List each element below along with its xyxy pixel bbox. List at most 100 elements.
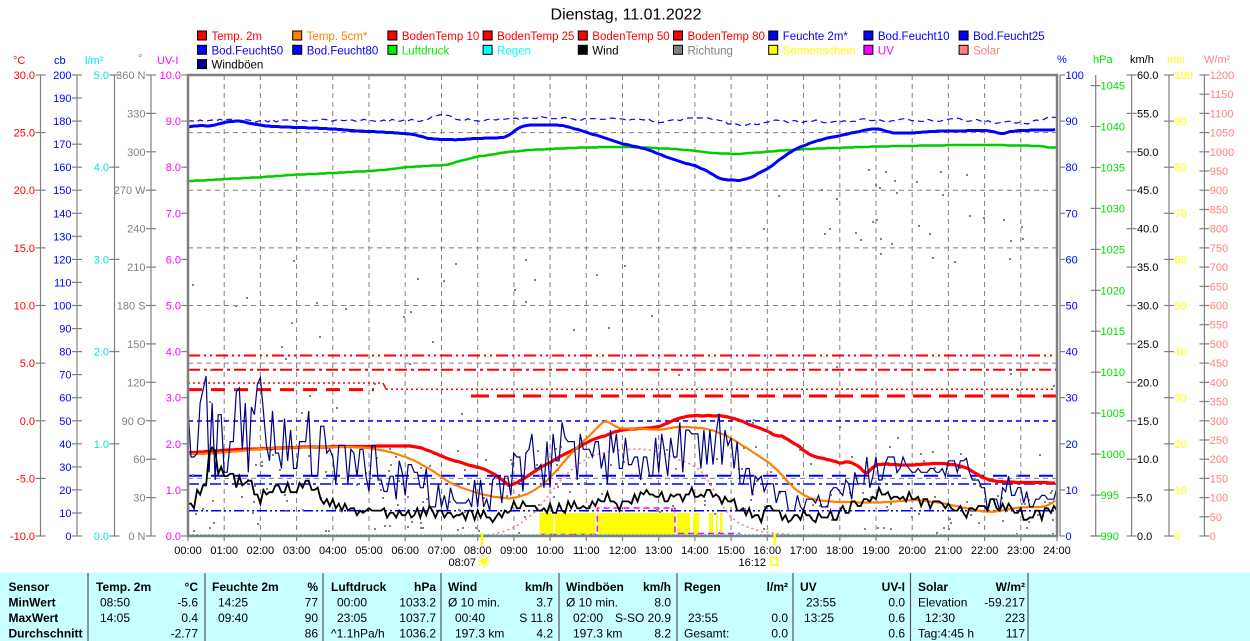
svg-text:223: 223 [1005,611,1025,625]
svg-text:950: 950 [1210,166,1228,178]
svg-text:77: 77 [305,596,319,610]
svg-text:Regen: Regen [497,45,531,57]
svg-text:0: 0 [1175,531,1181,543]
svg-text:70: 70 [1175,208,1187,220]
svg-text:800: 800 [1210,224,1228,236]
svg-text:1037.7: 1037.7 [399,611,436,625]
svg-text:4.0: 4.0 [166,347,181,359]
svg-text:°C: °C [13,55,25,67]
svg-text:10.0: 10.0 [1137,454,1158,466]
svg-text:Windböen: Windböen [212,60,264,72]
svg-text:1000: 1000 [1101,449,1125,461]
svg-text:08:50: 08:50 [100,596,130,610]
svg-text:Feuchte 2m: Feuchte 2m [212,580,279,594]
svg-text:35.0: 35.0 [1137,262,1158,274]
svg-text:650: 650 [1210,281,1228,293]
svg-text:1100: 1100 [1210,108,1234,120]
svg-text:50.0: 50.0 [1137,147,1158,159]
svg-text:330: 330 [127,108,145,120]
svg-text:MinWert: MinWert [9,596,56,610]
svg-text:900: 900 [1210,185,1228,197]
svg-text:20: 20 [1175,439,1187,451]
svg-text:1200: 1200 [1210,70,1234,82]
svg-text:UV-I: UV-I [157,55,178,67]
svg-text:9.0: 9.0 [166,116,181,128]
svg-text:Bod.Feucht50: Bod.Feucht50 [212,45,284,57]
svg-text:06:00: 06:00 [391,545,419,557]
svg-text:14:00: 14:00 [681,545,709,557]
svg-text:Bod.Feucht25: Bod.Feucht25 [973,31,1045,43]
svg-text:10: 10 [1175,485,1187,497]
svg-text:500: 500 [1210,339,1228,351]
svg-text:18:00: 18:00 [826,545,854,557]
svg-text:250: 250 [1210,435,1228,447]
svg-text:150: 150 [53,185,71,197]
svg-text:Ø 10 min.: Ø 10 min. [448,596,500,610]
svg-text:1.0: 1.0 [166,485,181,497]
svg-text:UV: UV [800,580,817,594]
svg-text:180: 180 [53,116,71,128]
svg-text:10: 10 [1066,485,1078,497]
svg-text:km/h: km/h [643,580,671,594]
svg-text:Tag:4:45 h: Tag:4:45 h [918,626,974,640]
svg-text:200: 200 [1210,454,1228,466]
svg-text:60: 60 [1066,254,1078,266]
svg-text:08:00: 08:00 [464,545,492,557]
svg-text:Bod.Feucht10: Bod.Feucht10 [878,31,950,43]
svg-text:Feuchte 2m*: Feuchte 2m* [783,31,849,43]
svg-text:12:00: 12:00 [609,545,637,557]
svg-text:-5.0: -5.0 [16,473,35,485]
svg-text:1150: 1150 [1210,89,1234,101]
svg-text:60: 60 [133,454,145,466]
svg-text:16:00: 16:00 [754,545,782,557]
svg-text:60: 60 [1175,254,1187,266]
svg-text:15.0: 15.0 [14,243,35,255]
svg-text:W/m²: W/m² [1204,54,1231,66]
svg-text:09:00: 09:00 [500,545,528,557]
svg-text:5.0: 5.0 [20,358,35,370]
svg-text:100: 100 [1210,493,1228,505]
svg-text:190: 190 [53,93,71,105]
svg-text:160: 160 [53,162,71,174]
svg-text:120: 120 [53,254,71,266]
svg-text:1036.2: 1036.2 [399,626,436,640]
svg-text:70: 70 [59,370,71,382]
svg-text:Gesamt:: Gesamt: [684,626,729,640]
svg-text:km/h: km/h [1130,54,1154,66]
svg-text:S 11.8: S 11.8 [519,611,553,625]
svg-text:Temp. 2m: Temp. 2m [96,580,151,594]
svg-text:W/m²: W/m² [996,580,1025,594]
svg-text:1035: 1035 [1101,163,1125,175]
svg-text:1.0: 1.0 [94,439,109,451]
svg-text:%: % [1057,54,1067,66]
svg-text:Luftdruck: Luftdruck [331,580,387,594]
svg-text:14:25: 14:25 [218,596,248,610]
svg-text:0.0: 0.0 [166,531,181,543]
svg-text:23:05: 23:05 [337,611,367,625]
svg-text:700: 700 [1210,262,1228,274]
svg-text:80: 80 [1066,162,1078,174]
svg-text:0.0: 0.0 [20,416,35,428]
svg-text:07:00: 07:00 [428,545,456,557]
svg-text:MaxWert: MaxWert [9,611,59,625]
svg-text:4.0: 4.0 [94,162,109,174]
svg-text:0: 0 [1210,531,1216,543]
svg-text:140: 140 [53,208,71,220]
svg-text:210: 210 [127,262,145,274]
svg-text:30: 30 [1175,393,1187,405]
svg-text:0.0: 0.0 [1137,531,1152,543]
svg-text:1000: 1000 [1210,147,1234,159]
svg-text:990: 990 [1101,531,1119,543]
svg-text:2.0: 2.0 [166,439,181,451]
svg-text:200: 200 [53,70,71,82]
svg-text:Sonnenschein: Sonnenschein [783,45,856,57]
svg-text:90: 90 [59,324,71,336]
svg-text:10:00: 10:00 [536,545,564,557]
svg-text:15:00: 15:00 [717,545,745,557]
svg-text:1050: 1050 [1210,128,1234,140]
svg-text:BodenTemp 50: BodenTemp 50 [592,31,669,43]
svg-text:1005: 1005 [1101,408,1125,420]
svg-text:0.6: 0.6 [888,626,905,640]
svg-text:100: 100 [1175,70,1193,82]
svg-text:4.2: 4.2 [536,626,553,640]
